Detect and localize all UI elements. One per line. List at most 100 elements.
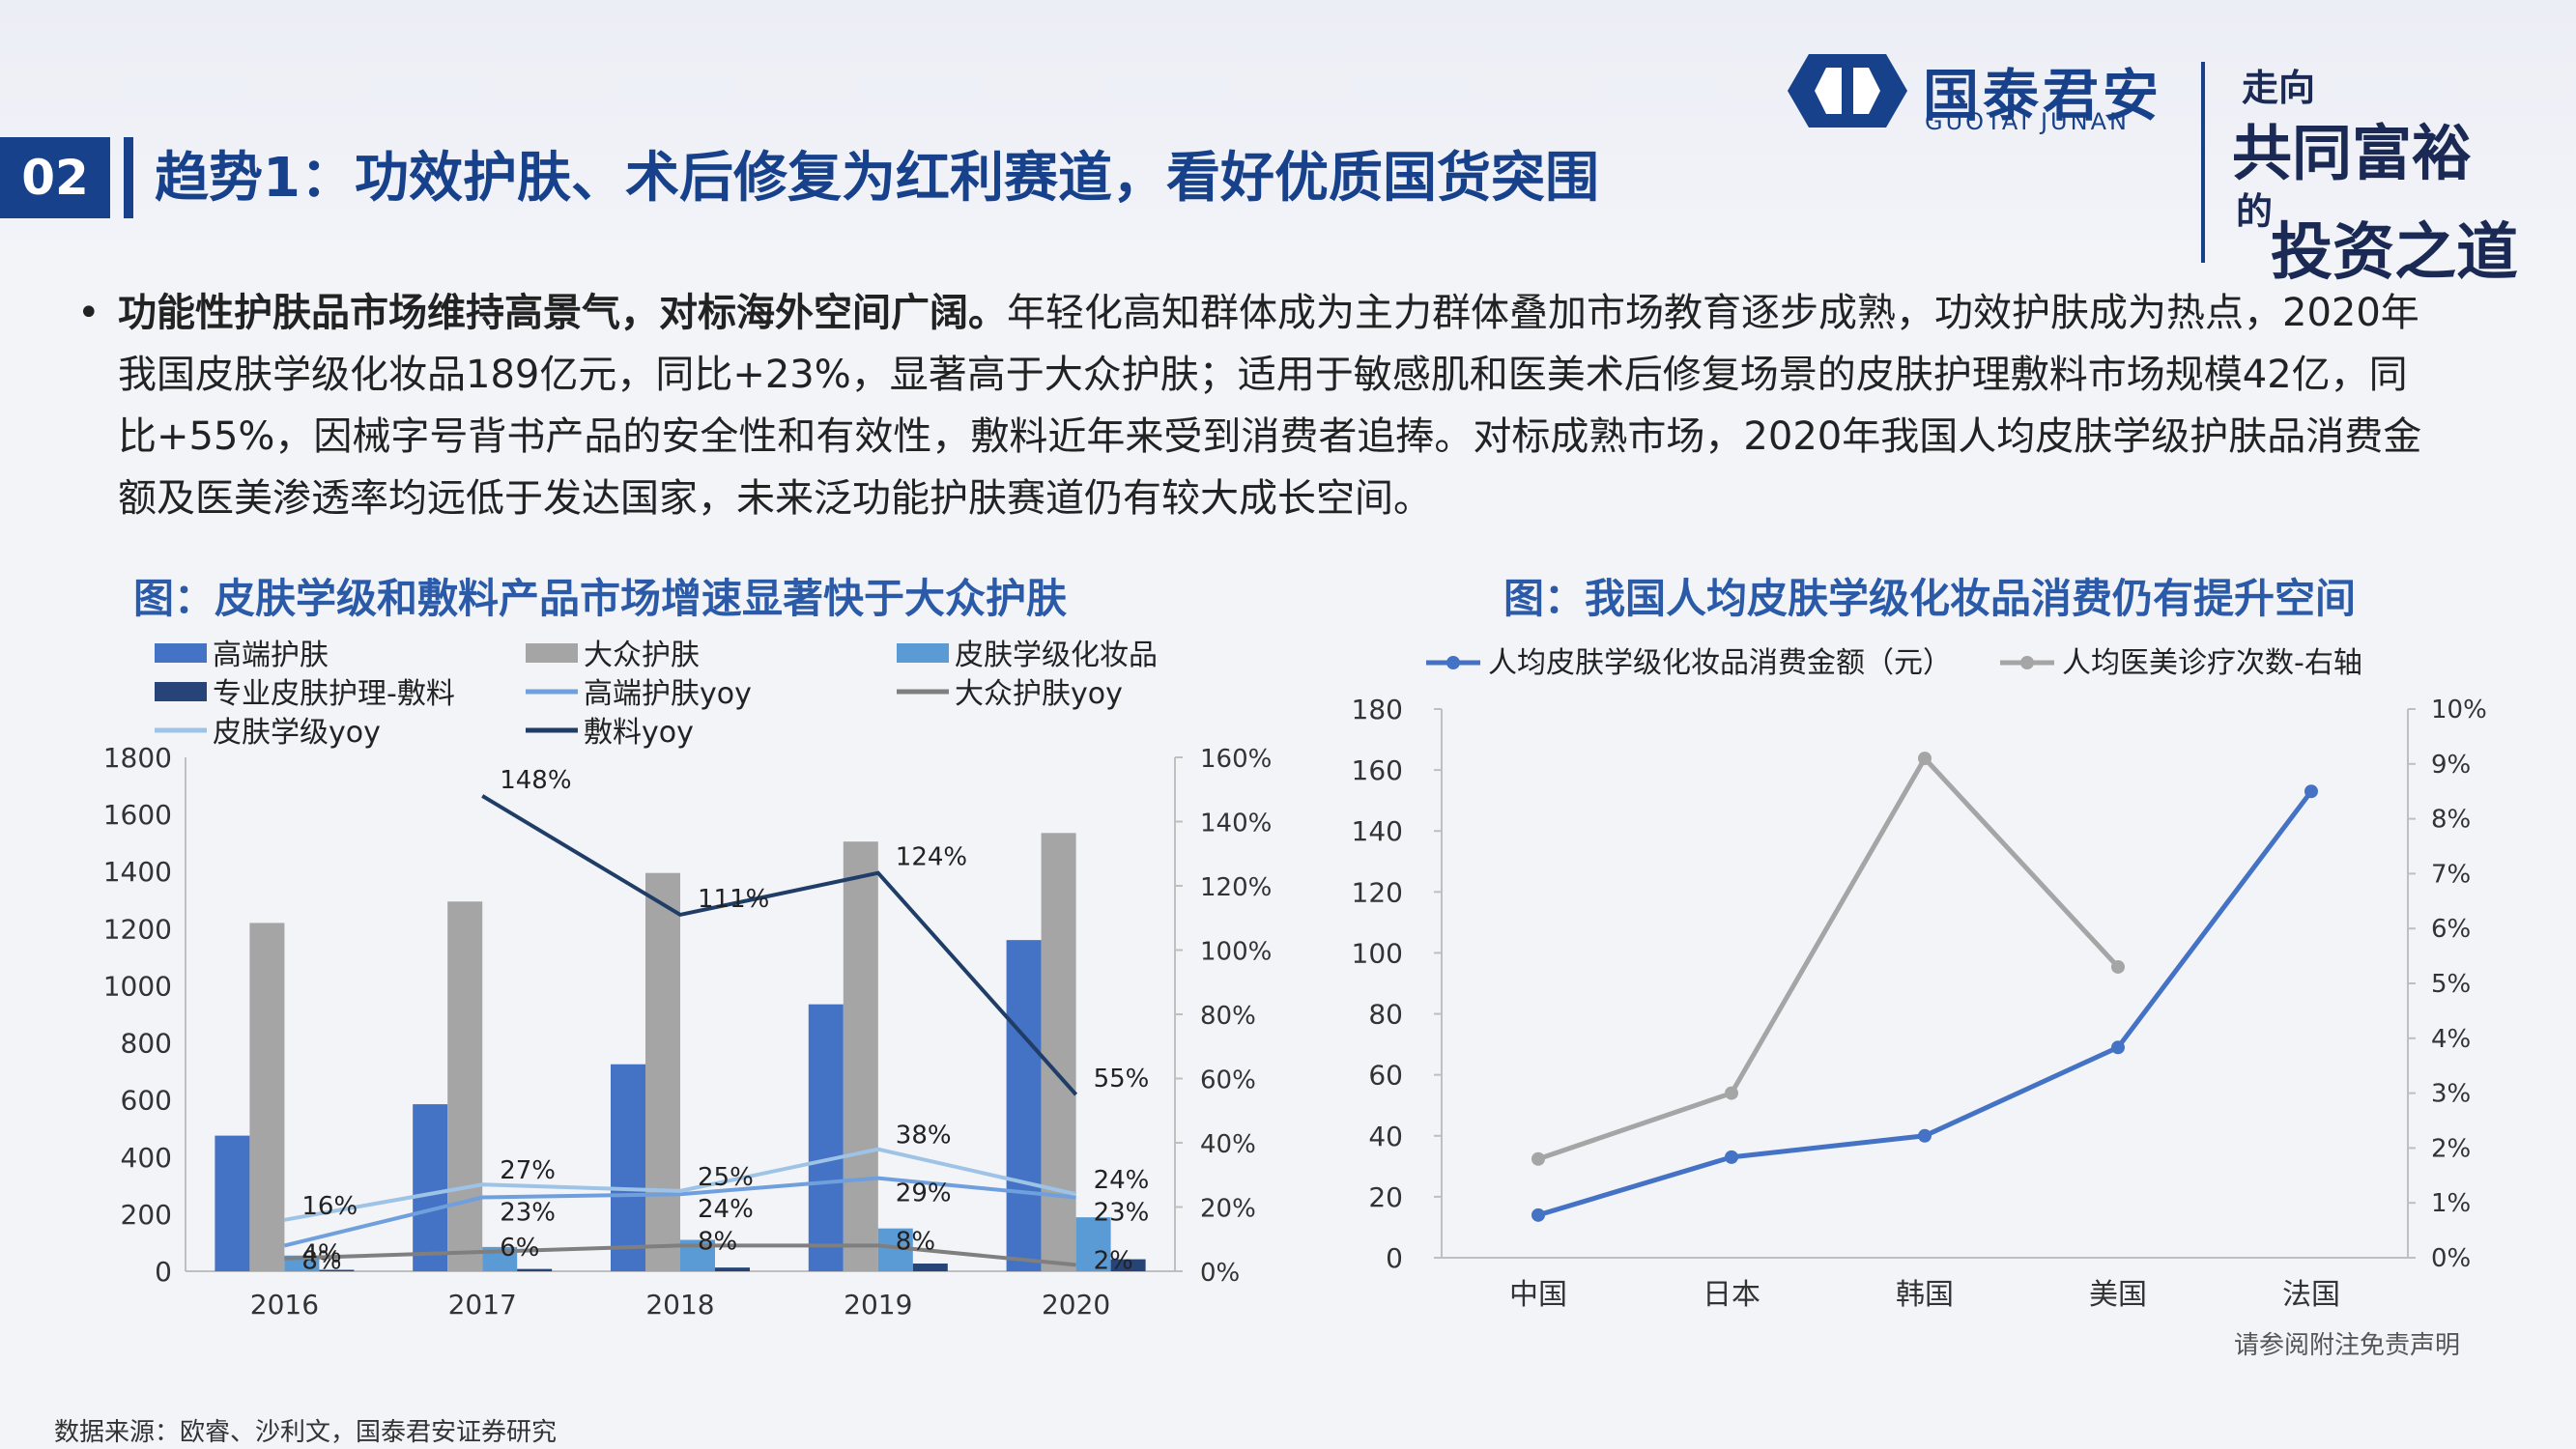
right-y-tick-label: 80%	[1200, 1002, 1256, 1031]
bar	[517, 1268, 553, 1271]
section-number: 02	[0, 137, 110, 218]
body-text: 年轻化高知群体成为主力群体叠加市场教育逐步成熟，功效护肤成为热点，2020年我国…	[118, 291, 2422, 521]
data-label: 8%	[301, 1246, 341, 1275]
data-label: 8%	[698, 1227, 737, 1256]
right-y-tick-label: 100%	[1200, 938, 1272, 967]
left-y-tick-label: 20	[1368, 1181, 1403, 1213]
left-y-tick-label: 1400	[103, 856, 172, 888]
disclaimer-note: 请参阅附注免责声明	[2234, 1331, 2461, 1360]
data-label: 38%	[896, 1122, 952, 1151]
x-tick-label: 韩国	[1896, 1278, 1954, 1312]
bar	[319, 1269, 355, 1271]
slogan-line-2: 共同富裕	[2232, 118, 2473, 188]
legend-label: 高端护肤	[213, 639, 329, 672]
series-line	[1537, 753, 2120, 1162]
legend-swatch	[155, 643, 207, 663]
right-y-tick-label: 3%	[2431, 1080, 2471, 1109]
data-label: 148%	[500, 766, 571, 795]
x-tick-label: 2017	[448, 1289, 517, 1321]
logo-divider	[2201, 62, 2205, 263]
right-y-tick-label: 6%	[2431, 915, 2471, 944]
data-point	[2111, 959, 2125, 974]
data-label: 16%	[301, 1192, 358, 1221]
bar	[611, 1064, 645, 1271]
left-y-tick-label: 400	[121, 1142, 172, 1174]
yoy-line	[481, 794, 1078, 1096]
left-y-tick-label: 1000	[103, 970, 172, 1002]
bar	[1006, 940, 1042, 1271]
x-tick-label: 2016	[250, 1289, 319, 1321]
data-point	[2111, 1040, 2125, 1055]
bar	[413, 1104, 448, 1271]
slide-title: 趋势1：功效护肤、术后修复为红利赛道，看好优质国货突围	[155, 147, 1599, 210]
left-y-tick-label: 40	[1368, 1121, 1403, 1152]
right-y-tick-label: 10%	[2431, 696, 2487, 724]
left-y-tick-label: 80	[1368, 999, 1403, 1031]
right-y-tick-label: 20%	[1200, 1195, 1256, 1224]
legend-swatch	[897, 643, 949, 663]
data-label: 27%	[500, 1156, 556, 1185]
data-label: 24%	[1094, 1166, 1150, 1195]
legend-label: 高端护肤yoy	[584, 677, 752, 711]
data-point	[1918, 752, 1932, 766]
series-line	[1537, 789, 2313, 1218]
legend-swatch	[526, 643, 578, 663]
header-band	[0, 0, 2576, 270]
yoy-line	[284, 1147, 1077, 1222]
bar	[843, 841, 878, 1271]
data-label: 2%	[1094, 1246, 1133, 1275]
left-y-tick-label: 60	[1368, 1060, 1403, 1092]
legend-label: 皮肤学级yoy	[213, 716, 381, 750]
right-y-tick-label: 120%	[1200, 873, 1272, 902]
title-accent-bar	[124, 137, 133, 218]
market-growth-chart: 0 200 400 600 800 1000 1200 1400 1600 1800 0% 20% 40…	[103, 639, 1273, 1321]
left-y-tick-label: 120	[1352, 876, 1403, 908]
right-y-tick-label: 0%	[2431, 1244, 2471, 1273]
data-point	[1531, 1151, 1545, 1166]
right-y-tick-label: 40%	[1200, 1130, 1256, 1159]
left-y-tick-label: 0	[1386, 1242, 1403, 1274]
data-label: 25%	[698, 1163, 754, 1192]
left-y-tick-label: 140	[1352, 815, 1403, 847]
slogan-calligraphy: 走向 共同富裕 的 投资之道	[2222, 58, 2518, 289]
slogan-line-4: 投资之道	[2271, 216, 2518, 289]
legend-label: 皮肤学级化妆品	[955, 639, 1158, 672]
data-label: 29%	[896, 1179, 952, 1208]
left-chart-title: 图：皮肤学级和敷料产品市场增速显著快于大众护肤	[133, 575, 1068, 622]
right-y-tick-label: 1%	[2431, 1189, 2471, 1218]
per-capita-chart: 0 20 40 60 80 100 120 140 160 180 0% 1% 2% 3% 4% 5% 6% 7%…	[1352, 646, 2487, 1312]
data-label: 8%	[896, 1227, 935, 1256]
legend-marker	[2020, 656, 2034, 669]
bar	[1041, 833, 1076, 1271]
left-y-tick-label: 200	[121, 1199, 172, 1231]
data-point	[1725, 1150, 1738, 1164]
right-y-tick-label: 4%	[2431, 1025, 2471, 1054]
right-y-tick-label: 160%	[1200, 745, 1272, 774]
data-label: 4%	[301, 1240, 341, 1269]
data-point	[1725, 1086, 1738, 1100]
yoy-line	[284, 1243, 1076, 1267]
x-tick-label: 美国	[2089, 1278, 2147, 1312]
yoy-line	[283, 1176, 1076, 1248]
data-label: 23%	[500, 1199, 556, 1228]
guotai-junan-logo-icon	[1788, 54, 1907, 128]
legend-label: 大众护肤yoy	[955, 677, 1123, 711]
body-paragraph: 功能性护肤品市场维持高景气，对标海外空间广阔。年轻化高知群体成为主力群体叠加市场…	[118, 282, 2437, 529]
legend-label: 敷料yoy	[584, 716, 694, 750]
bar	[1075, 1217, 1111, 1271]
x-tick-label: 法国	[2282, 1278, 2340, 1312]
left-y-tick-label: 1800	[103, 742, 172, 774]
right-chart-title: 图：我国人均皮肤学级化妆品消费仍有提升空间	[1503, 575, 2357, 622]
left-y-tick-label: 1600	[103, 799, 172, 831]
logo-english-name: GUOTAI JUNAN	[1925, 108, 2130, 135]
bar	[1110, 1259, 1146, 1271]
data-label: 24%	[698, 1195, 754, 1224]
slogan-line-1: 走向	[2242, 66, 2316, 109]
slogan-line-3: 的	[2236, 189, 2274, 233]
legend-label: 人均皮肤学级化妆品消费金额（元）	[1488, 646, 1952, 680]
left-y-tick-label: 100	[1352, 937, 1403, 969]
right-y-tick-label: 2%	[2431, 1134, 2471, 1163]
left-y-tick-label: 180	[1352, 694, 1403, 725]
data-label: 55%	[1094, 1065, 1150, 1094]
bar	[808, 1004, 844, 1271]
